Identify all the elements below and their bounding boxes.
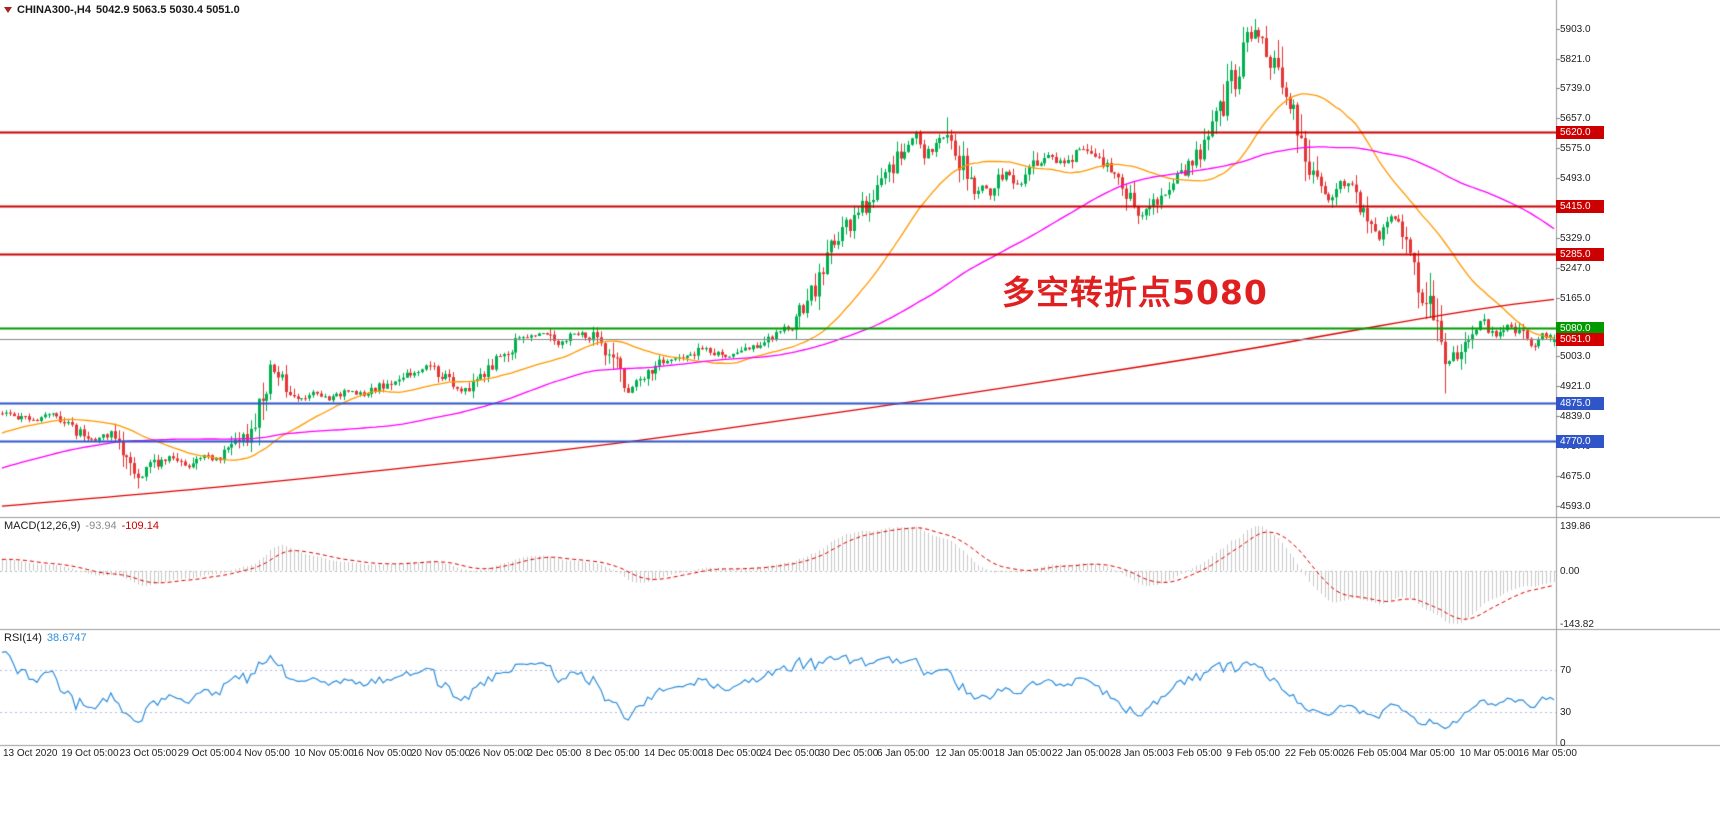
macd-name: MACD(12,26,9) — [4, 520, 81, 532]
rsi-indicator-label: RSI(14) 38.6747 — [4, 632, 92, 644]
rsi-name: RSI(14) — [4, 632, 42, 644]
rsi-value: 38.6747 — [46, 632, 87, 644]
chart-annotation-text[interactable]: 多空转折点5080 — [1002, 273, 1268, 312]
macd-main-value: -93.94 — [85, 520, 117, 532]
macd-signal-value: -109.14 — [121, 520, 159, 532]
symbol-marker-icon — [4, 7, 12, 13]
symbol-period-label: CHINA300-,H4 — [17, 4, 91, 16]
ohlc-values: 5042.9 5063.5 5030.4 5051.0 — [95, 4, 240, 16]
chart-title: CHINA300-,H4 5042.9 5063.5 5030.4 5051.0 — [4, 4, 240, 16]
macd-indicator-label: MACD(12,26,9) -93.94 -109.14 — [4, 520, 164, 532]
